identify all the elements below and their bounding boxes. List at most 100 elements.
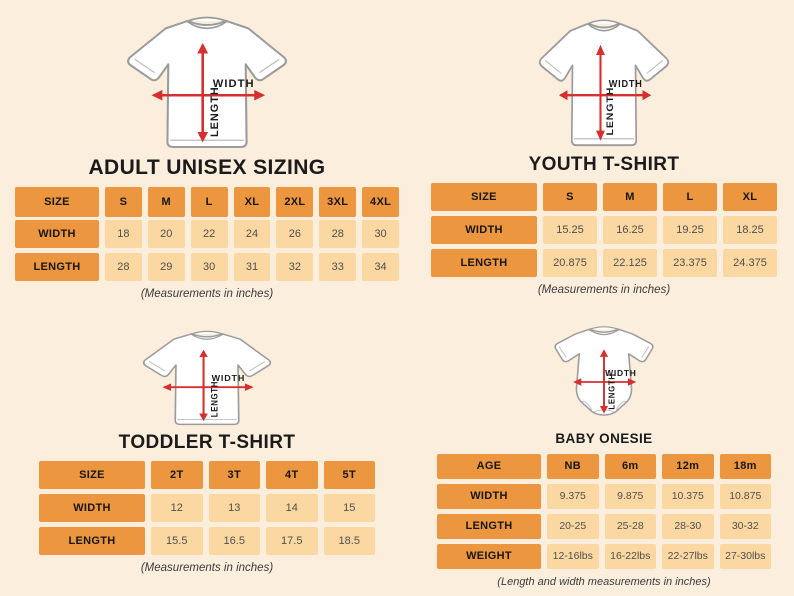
value-cell: 9.875 <box>604 483 656 509</box>
column-header: 4T <box>266 461 318 489</box>
table-corner-header: SIZE <box>431 183 537 211</box>
section-title: BABY ONESIE <box>555 431 653 446</box>
column-header: 12m <box>662 453 714 479</box>
baby-sizing-table: AGE NB 6m 12m 18m WIDTH 9.375 9.875 10.375 10.875… <box>437 453 771 569</box>
column-header: M <box>603 183 657 211</box>
value-cell: 10.875 <box>719 483 771 509</box>
value-cell: 15.25 <box>543 216 597 244</box>
value-cell: 30 <box>190 253 228 281</box>
width-arrow-label: WIDTH <box>609 79 643 91</box>
section-title: TODDLER T-SHIRT <box>118 432 296 453</box>
width-arrow-label: WIDTH <box>213 78 255 90</box>
column-header: 6m <box>604 453 656 479</box>
row-label: LENGTH <box>431 249 537 277</box>
width-arrow-label: WIDTH <box>605 369 637 378</box>
value-cell: 18.5 <box>323 527 375 555</box>
measurement-note: (Length and width measurements in inches… <box>497 575 711 588</box>
value-cell: 22 <box>190 220 228 248</box>
value-cell: 34 <box>362 253 399 281</box>
value-cell: 33 <box>319 253 357 281</box>
value-cell: 22-27lbs <box>662 543 714 569</box>
value-cell: 28-30 <box>662 513 714 539</box>
value-cell: 32 <box>276 253 314 281</box>
value-cell: 20-25 <box>547 513 599 539</box>
section-adult-unisex: WIDTH LENGTH ADULT UNISEX SIZING SIZE S M L… <box>0 0 414 304</box>
row-label: LENGTH <box>437 513 541 539</box>
toddler-sizing-table: SIZE 2T 3T 4T 5T WIDTH 12 13 14 15 LENGTH 15.5 16.5 1… <box>39 461 375 555</box>
length-arrow-label: LENGTH <box>606 87 616 136</box>
row-label: LENGTH <box>39 527 145 555</box>
length-arrow-label: LENGTH <box>209 86 221 137</box>
column-header: 3T <box>208 461 260 489</box>
table-corner-header: AGE <box>437 453 541 479</box>
row-label: LENGTH <box>15 253 99 281</box>
section-toddler-tshirt: WIDTH LENGTH TODDLER T-SHIRT SIZE 2T 3T 4T 5… <box>0 304 414 596</box>
value-cell: 26 <box>276 220 314 248</box>
value-cell: 14 <box>266 494 318 522</box>
value-cell: 30 <box>362 220 399 248</box>
value-cell: 28 <box>105 253 142 281</box>
row-label: WIDTH <box>39 494 145 522</box>
row-label: WIDTH <box>15 220 99 248</box>
column-header: 4XL <box>362 187 399 217</box>
value-cell: 22.125 <box>603 249 657 277</box>
value-cell: 23.375 <box>663 249 717 277</box>
width-arrow-label: WIDTH <box>212 374 245 383</box>
value-cell: 20 <box>147 220 185 248</box>
value-cell: 20.875 <box>543 249 597 277</box>
value-cell: 24 <box>233 220 271 248</box>
youth-tshirt-icon: WIDTH LENGTH <box>538 19 670 147</box>
value-cell: 24.375 <box>723 249 777 277</box>
value-cell: 29 <box>147 253 185 281</box>
value-cell: 18.25 <box>723 216 777 244</box>
value-cell: 10.375 <box>662 483 714 509</box>
row-label: WEIGHT <box>437 543 541 569</box>
column-header: XL <box>723 183 777 211</box>
value-cell: 18 <box>105 220 142 248</box>
section-title: YOUTH T-SHIRT <box>528 154 680 175</box>
value-cell: 25-28 <box>604 513 656 539</box>
value-cell: 16.25 <box>603 216 657 244</box>
column-header: S <box>543 183 597 211</box>
column-header: XL <box>233 187 271 217</box>
value-cell: 17.5 <box>266 527 318 555</box>
column-header: M <box>147 187 185 217</box>
value-cell: 13 <box>208 494 260 522</box>
toddler-tshirt-icon: WIDTH LENGTH <box>142 330 272 426</box>
table-corner-header: SIZE <box>39 461 145 489</box>
measurement-note: (Measurements in inches) <box>140 562 274 574</box>
table-corner-header: SIZE <box>15 187 99 217</box>
value-cell: 15.5 <box>151 527 203 555</box>
value-cell: 16-22lbs <box>604 543 656 569</box>
row-label: WIDTH <box>431 216 537 244</box>
column-header: 18m <box>719 453 771 479</box>
column-header: L <box>190 187 228 217</box>
length-arrow-label: LENGTH <box>607 373 616 409</box>
youth-sizing-table: SIZE S M L XL WIDTH 15.25 16.25 19.25 18.25 LENGTH… <box>431 183 777 277</box>
column-header: 5T <box>323 461 375 489</box>
section-youth-tshirt: WIDTH LENGTH YOUTH T-SHIRT SIZE S M L XL WIDT… <box>414 0 794 304</box>
value-cell: 19.25 <box>663 216 717 244</box>
value-cell: 12 <box>151 494 203 522</box>
value-cell: 9.375 <box>547 483 599 509</box>
value-cell: 28 <box>319 220 357 248</box>
measurement-note: (Measurements in inches) <box>140 288 274 300</box>
dimension-arrows <box>573 349 637 414</box>
baby-onesie-icon: WIDTH LENGTH <box>554 326 654 416</box>
column-header: 2T <box>151 461 203 489</box>
column-header: 2XL <box>276 187 314 217</box>
adult-tshirt-icon: WIDTH LENGTH <box>127 16 287 149</box>
value-cell: 12-16lbs <box>547 543 599 569</box>
row-label: WIDTH <box>437 483 541 509</box>
value-cell: 16.5 <box>208 527 260 555</box>
length-arrow-label: LENGTH <box>209 381 220 417</box>
value-cell: 15 <box>323 494 375 522</box>
column-header: S <box>105 187 142 217</box>
column-header: 3XL <box>319 187 357 217</box>
adult-sizing-table: SIZE S M L XL 2XL 3XL 4XL WIDTH 18 20 22 24 26 28 30 LEN… <box>15 187 399 281</box>
value-cell: 31 <box>233 253 271 281</box>
section-baby-onesie: WIDTH LENGTH BABY ONESIE AGE NB 6m 12m 18m WI… <box>414 304 794 596</box>
value-cell: 27-30lbs <box>719 543 771 569</box>
measurement-note: (Measurements in inches) <box>537 284 671 296</box>
